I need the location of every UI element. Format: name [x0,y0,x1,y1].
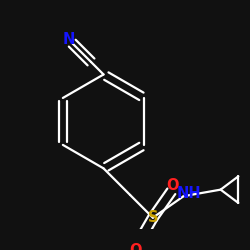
Text: O: O [129,244,142,250]
Text: N: N [62,32,75,48]
Text: O: O [166,178,179,194]
Text: S: S [148,210,158,225]
Text: NH: NH [177,186,201,201]
